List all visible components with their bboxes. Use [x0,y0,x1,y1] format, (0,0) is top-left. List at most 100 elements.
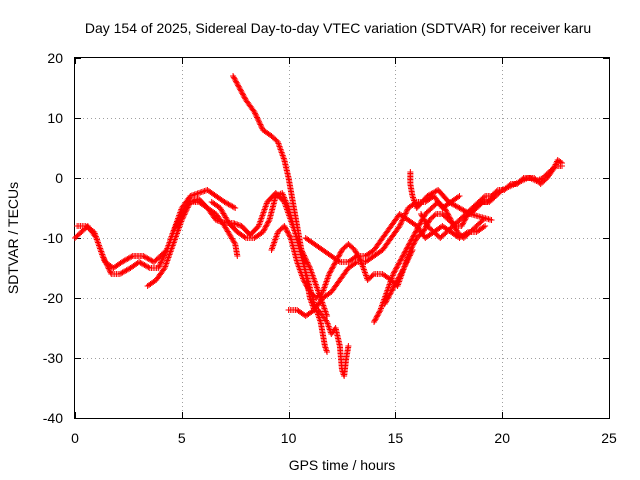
data-point [382,299,389,306]
data-point [301,278,308,285]
data-point [157,260,164,267]
data-point [418,212,425,219]
y-tick-label: 10 [47,110,63,126]
data-point [262,223,269,230]
data-point [239,90,246,97]
data-point [155,265,162,271]
data-point [182,208,189,215]
data-point [353,249,360,256]
data-point [390,283,397,290]
data-point [393,278,400,285]
data-point [184,204,191,211]
data-point [352,248,359,255]
data-point [183,207,190,214]
data-point [230,74,237,81]
data-point [411,231,418,237]
data-point [399,253,406,260]
data-point [99,253,106,259]
data-point [337,249,344,256]
data-point [459,221,466,228]
data-point [392,281,399,287]
data-point [184,205,191,212]
data-point [413,228,420,235]
data-point [232,77,239,83]
data-point [241,94,248,101]
data-point [396,259,403,265]
data-point [181,211,188,218]
data-point [398,218,405,225]
data-point [326,269,333,276]
data-point [335,258,342,264]
data-point [460,219,467,225]
data-point [254,114,261,121]
data-point [480,194,487,201]
data-point [388,287,395,294]
data-point [231,239,238,246]
data-point [101,257,108,264]
data-point [398,269,405,275]
data-point [385,294,392,301]
data-point [159,256,166,263]
data-point [408,244,415,251]
y-axis-label: SDTVAR / TECUs [5,182,21,294]
data-point [393,265,400,272]
data-point [285,231,292,237]
data-point [396,273,403,279]
data-point [407,247,414,253]
data-point [392,267,399,273]
data-point [418,211,425,217]
data-point [384,295,391,302]
data-point [388,289,395,295]
series-13 [407,169,495,223]
data-point [282,225,289,232]
data-point [410,232,417,239]
series-2 [74,196,241,277]
data-point [252,111,259,118]
data-point [326,271,333,277]
data-point [231,75,238,82]
data-point [284,228,291,235]
data-point [455,194,462,200]
data-point [390,285,397,291]
data-point [287,233,294,240]
data-point [398,270,405,277]
data-point [145,264,152,271]
data-point [257,122,264,129]
data-point [304,285,311,291]
data-point [412,237,419,244]
data-point [417,220,424,227]
data-point [265,218,272,225]
data-point [397,221,404,228]
y-tick-label: -30 [43,350,63,366]
data-point [394,277,401,283]
data-point [328,267,335,273]
data-point [386,291,393,298]
data-point [395,261,402,268]
data-point [180,214,187,221]
series-12 [467,157,566,217]
data-point [376,308,383,315]
data-point [101,255,108,262]
data-point [237,86,244,93]
data-point [178,217,185,223]
data-point [488,217,495,223]
data-point [411,239,418,245]
data-point [413,227,420,233]
data-point [236,85,243,91]
data-point [259,229,266,235]
data-point [395,260,402,267]
data-point [264,219,271,226]
y-tick-label: 0 [55,170,63,186]
data-point [261,226,268,233]
data-point [482,223,489,229]
data-point [421,226,428,233]
data-point [264,221,271,227]
data-point [393,279,400,286]
data-point [403,207,410,214]
x-tick-label: 20 [494,430,510,446]
data-point [284,229,291,236]
data-point [391,268,398,275]
data-point [160,253,167,260]
data-point [423,220,430,227]
